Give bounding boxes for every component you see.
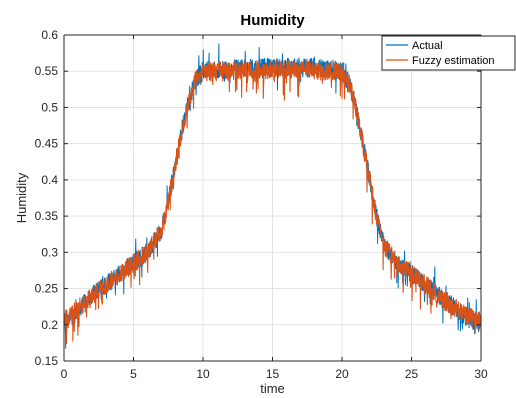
legend-label-fuzzy-estimation: Fuzzy estimation	[412, 55, 495, 67]
y-tick-label: 0.2	[41, 318, 58, 332]
x-tick-label: 5	[130, 367, 137, 381]
tick-labels: 0 5 10 15 20 25 30 0.15 0.2 0.25 0.3 0.35 0.4 0.45 0.5…	[35, 28, 488, 381]
x-tick-label: 10	[196, 367, 210, 381]
y-tick-label: 0.25	[35, 282, 59, 296]
x-tick-label: 0	[61, 367, 68, 381]
x-tick-label: 25	[405, 367, 419, 381]
x-tick-label: 15	[266, 367, 280, 381]
y-tick-label: 0.6	[41, 28, 58, 42]
series-group	[63, 43, 482, 349]
axes	[63, 34, 482, 362]
y-tick-label: 0.35	[35, 209, 59, 223]
y-tick-label: 0.55	[35, 64, 59, 78]
legend[interactable]: Actual Fuzzy estimation	[381, 35, 516, 71]
legend-label-actual: Actual	[412, 40, 443, 52]
series-line-fuzzy-estimation	[63, 59, 482, 345]
y-tick-label: 0.45	[35, 137, 59, 151]
x-tick-label: 30	[474, 367, 488, 381]
y-tick-label: 0.15	[35, 354, 59, 368]
x-tick-label: 20	[335, 367, 349, 381]
x-axis-title: time	[260, 381, 285, 396]
y-tick-label: 0.5	[41, 100, 58, 114]
y-tick-label: 0.3	[41, 245, 58, 259]
y-tick-label: 0.4	[41, 173, 58, 187]
y-axis-title: Humidity	[14, 172, 29, 223]
chart-title: Humidity	[240, 12, 305, 29]
legend-box	[381, 35, 516, 71]
